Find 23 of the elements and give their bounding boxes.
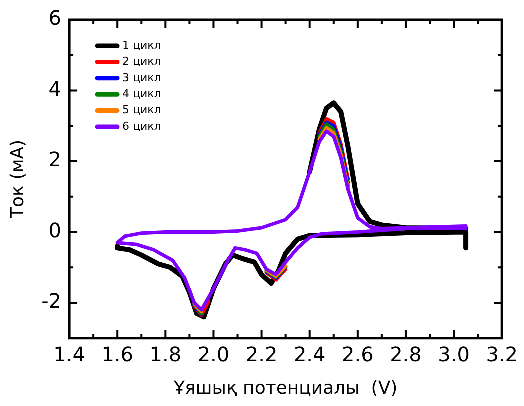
legend-label: 5 цикл	[122, 104, 162, 117]
x-tick-label: 1.6	[102, 342, 134, 367]
legend-label: 3 цикл	[122, 71, 162, 84]
x-axis-title: Ұяшық потенциалы (V)	[172, 378, 398, 399]
y-tick-label: 0	[48, 218, 62, 242]
x-tick-label: 2.6	[342, 342, 374, 367]
legend-label: 6 цикл	[122, 120, 162, 133]
y-tick-label: -2	[42, 289, 62, 314]
x-tick-label: 2.2	[246, 342, 278, 367]
legend-label: 1 цикл	[122, 38, 162, 52]
x-tick-label: 2.8	[390, 342, 422, 367]
y-tick-label: 2	[48, 148, 62, 172]
legend-label: 2 цикл	[122, 55, 162, 68]
x-tick-label: 1.8	[150, 342, 182, 367]
x-tick-label: 2.0	[198, 342, 230, 367]
x-tick-label: 2.4	[294, 342, 326, 367]
y-tick-label: 4	[48, 76, 62, 101]
x-tick-label: 3.2	[486, 342, 518, 367]
x-tick-label: 3.0	[438, 342, 470, 367]
legend-label: 4 цикл	[122, 87, 162, 100]
x-tick-label: 1.4	[54, 342, 86, 367]
y-axis-title: Ток (мА)	[7, 140, 28, 220]
y-tick-label: 6	[48, 6, 62, 30]
